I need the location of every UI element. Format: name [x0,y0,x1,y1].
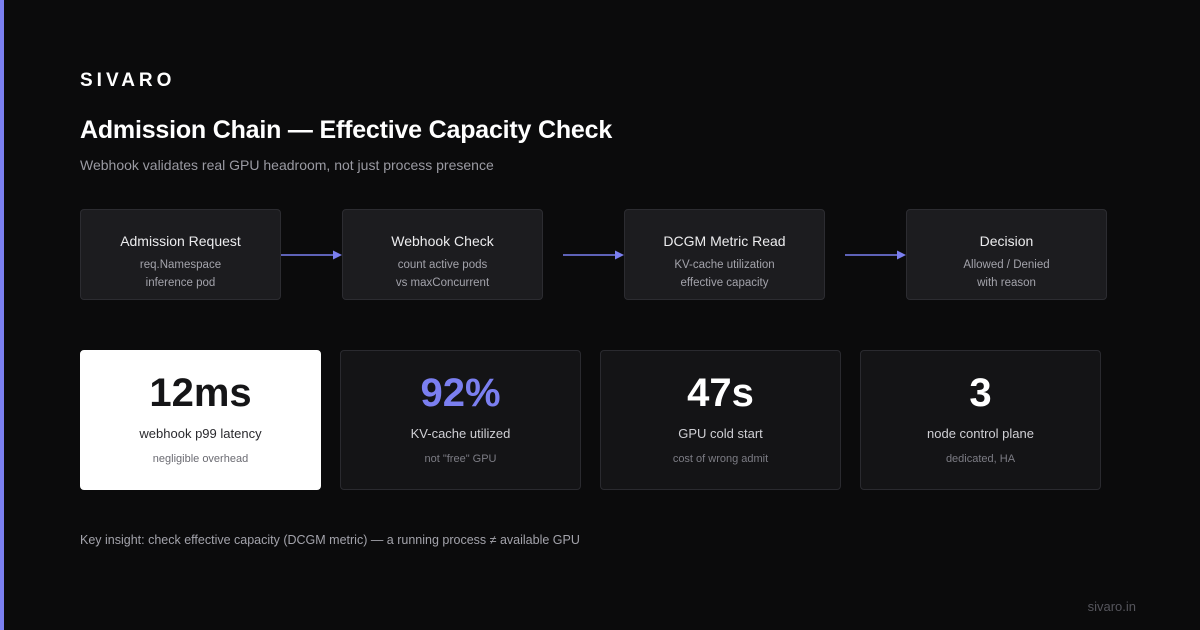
stat-card-gpu-cold-start: 47s GPU cold start cost of wrong admit [600,350,841,490]
stat-label: node control plane [927,426,1034,441]
brand-logo: SIVARO [80,70,176,91]
stat-label: KV-cache utilized [410,426,511,441]
flow-step-detail: KV-cache utilization [674,259,775,271]
flow-step-detail: effective capacity [680,277,769,289]
page-subtitle: Webhook validates real GPU headroom, not… [80,157,494,173]
stat-label: webhook p99 latency [139,426,262,441]
flow-step-title: DCGM Metric Read [663,233,786,249]
page-title: Admission Chain — Effective Capacity Che… [80,116,613,144]
flow-step-detail: Allowed / Denied [963,259,1050,271]
stat-value: 92% [420,371,501,415]
flow-step-title: Admission Request [120,233,241,249]
flow-step-dcgm-metric-read: DCGM Metric Read KV-cache utilization ef… [624,209,825,300]
flow-step-title: Webhook Check [391,233,494,249]
stat-card-webhook-latency: 12ms webhook p99 latency negligible over… [80,350,321,490]
stat-card-kv-cache: 92% KV-cache utilized not "free" GPU [340,350,581,490]
stat-note: not "free" GPU [424,453,497,465]
flow-step-detail: inference pod [145,277,216,289]
flow-step-detail: req.Namespace [139,259,222,271]
stat-note: dedicated, HA [945,453,1016,465]
flow-step-decision: Decision Allowed / Denied with reason [906,209,1107,300]
stat-label: GPU cold start [678,426,763,441]
flow-step-detail: with reason [977,277,1036,289]
flow-step-webhook-check: Webhook Check count active pods vs maxCo… [342,209,543,300]
flow-step-detail: count active pods [397,259,488,271]
footer-url[interactable]: sivaro.in [1087,599,1136,614]
accent-bar [0,0,4,630]
flow-step-admission-request: Admission Request req.Namespace inferenc… [80,209,281,300]
key-insight: Key insight: check effective capacity (D… [80,533,580,547]
arrow-icon [281,250,342,260]
stat-value: 47s [687,371,754,415]
arrow-icon [563,250,624,260]
arrow-icon [845,250,906,260]
stat-value: 3 [969,371,992,415]
stat-note: cost of wrong admit [672,453,769,465]
stat-value: 12ms [149,371,252,415]
stat-note: negligible overhead [152,453,249,465]
flow-step-detail: vs maxConcurrent [395,277,490,289]
stat-card-control-plane: 3 node control plane dedicated, HA [860,350,1101,490]
flow-step-title: Decision [979,233,1034,249]
